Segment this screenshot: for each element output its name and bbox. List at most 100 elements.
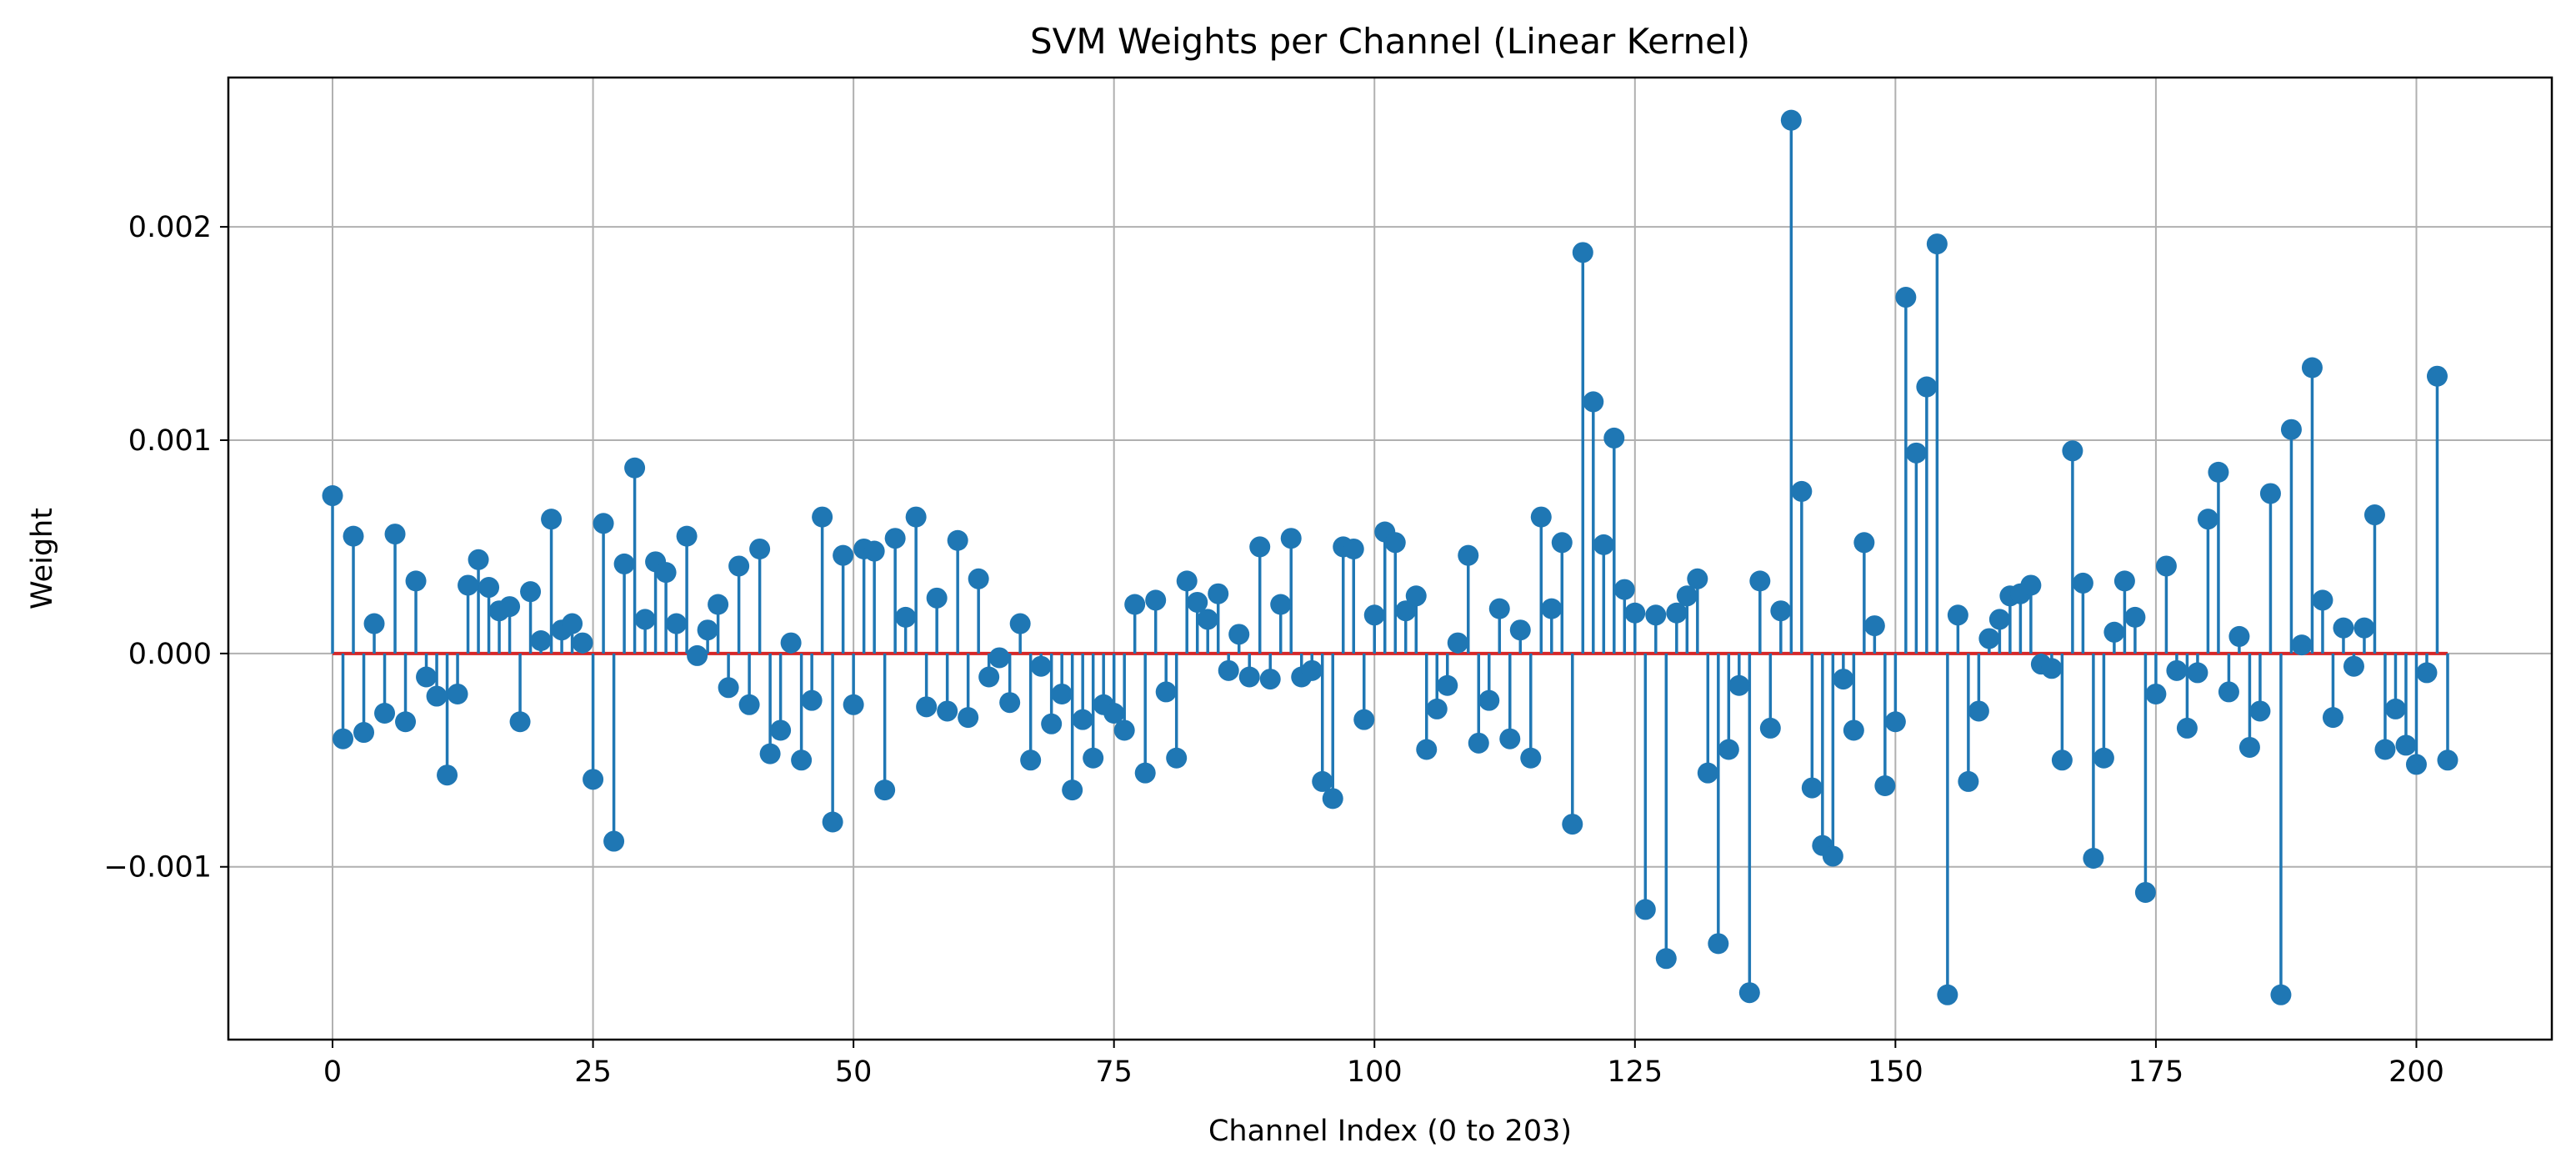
x-tick-label: 50 [835,1055,873,1089]
stem-marker [1270,594,1292,615]
stem-marker [1509,619,1531,641]
stem-marker [343,525,364,547]
stem-marker [1020,749,1042,771]
stem-marker [437,764,458,786]
stem-marker [1666,602,1688,624]
stem-marker [583,769,604,790]
stem-marker [499,596,521,618]
stem-marker [1583,391,1604,413]
stem-marker [1613,579,1635,600]
stem-marker [458,574,479,596]
stem-marker [1405,585,1427,607]
stem-marker [1884,711,1906,733]
x-tick-label: 200 [2388,1055,2444,1089]
stem-marker [937,700,958,722]
stem-marker [2166,659,2188,681]
stem-marker [1187,591,1208,613]
stem-marker [708,594,729,615]
stem-marker [687,644,708,666]
stem-marker [1384,532,1406,554]
stem-marker [1593,534,1614,555]
stem-marker [416,666,438,688]
stem-marker [541,509,563,530]
stem-marker [1166,747,1188,769]
stem-marker [1103,703,1125,724]
stem-marker [509,711,531,733]
stem-marker [1499,728,1521,749]
stem-marker [2093,747,2114,769]
stem-marker [1645,604,1667,626]
stem-marker [1395,600,1417,622]
stem-marker [530,630,552,652]
stem-marker [2134,881,2156,903]
stem-marker [1280,528,1302,549]
stem-marker [1978,628,2000,649]
stem-marker [1228,624,1250,645]
stem-marker [884,528,906,549]
stem-marker [801,689,823,711]
stem-marker [426,685,448,707]
stem-marker [2363,504,2385,526]
stem-marker [1437,674,1458,696]
stem-marker [1968,700,1989,722]
stem-marker [1062,779,1083,801]
stem-marker [1676,585,1698,607]
stem-marker [1468,732,1489,754]
stem-marker [1833,669,1854,690]
stem-marker [2353,617,2375,639]
stem-marker [1822,845,1843,867]
stem-marker [1488,598,1510,619]
y-axis-label: Weight [26,508,59,609]
stem-marker [2218,681,2239,703]
x-tick-label: 100 [1347,1055,1403,1089]
stem-marker [1051,683,1073,704]
stem-marker [1624,602,1646,624]
markers [322,109,2458,1005]
stem-marker [1541,598,1563,619]
stem-marker [728,555,750,577]
stem-marker [1895,287,1917,308]
stem-marker [1697,762,1718,784]
stem-marker [2322,707,2343,729]
stem-marker [1259,669,1281,690]
stem-marker [1916,376,1938,398]
stems [331,120,2449,995]
stem-marker [833,544,854,566]
stem-marker [1687,568,1708,589]
stem-marker [676,525,698,547]
stem-marker [405,570,427,592]
stem-marker [2051,749,2073,771]
x-tick-label: 25 [574,1055,612,1089]
stem-marker [468,549,489,570]
y-tick-label: −0.001 [103,851,212,885]
stem-marker [1363,604,1385,626]
stem-marker [2249,700,2271,722]
stem-marker [1863,615,1885,637]
stem-marker [988,647,1010,669]
stem-marker [520,581,542,603]
stem-marker [2228,625,2250,647]
stem-marker [1416,739,1438,760]
stem-marker [843,694,864,715]
stem-marker [895,606,917,628]
stem-marker [770,719,792,741]
x-tick-label: 125 [1607,1055,1663,1089]
stem-marker [1738,982,1760,1004]
stem-marker [1770,600,1792,622]
stem-marker [1447,632,1468,654]
stem-marker [822,811,843,833]
stem-marker [926,587,948,609]
stem-marker [2416,662,2438,684]
stem-marker [1853,532,1875,554]
stem-marker [634,609,656,630]
stem-marker [916,696,938,718]
stem-marker [1238,666,1260,688]
stem-marker [1301,659,1323,681]
stem-marker [2312,589,2333,611]
stem-marker [2124,606,2146,628]
stem-marker [2343,655,2364,677]
stem-marker [1718,739,1739,760]
stem-marker [1551,532,1573,554]
stem-marker [1041,713,1063,734]
stem-marker [2103,621,2125,643]
